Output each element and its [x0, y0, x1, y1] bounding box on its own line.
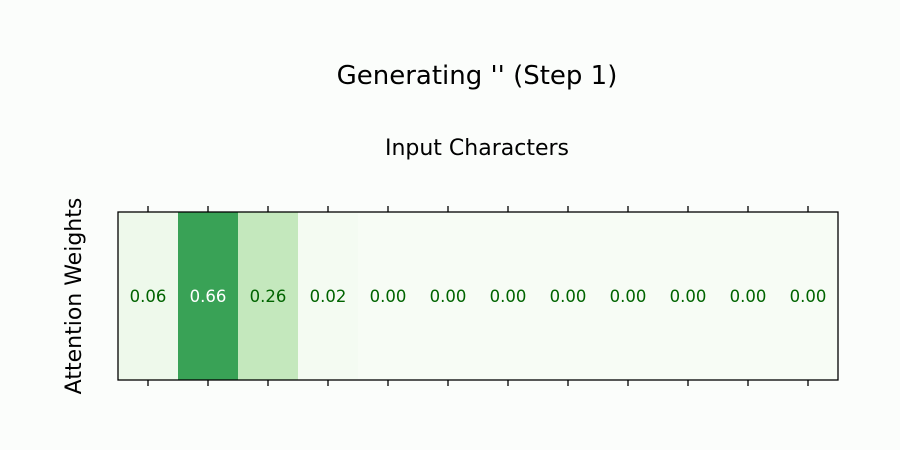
heatmap-value-label: 0.00: [550, 287, 587, 306]
heatmap-cell-9: [598, 212, 659, 380]
heatmap-cell-10: [658, 212, 719, 380]
heatmap-cell-12: [778, 212, 839, 380]
heatmap-value-label: 0.00: [610, 287, 647, 306]
heatmap-cell-11: [718, 212, 779, 380]
heatmap-value-label: 0.00: [730, 287, 767, 306]
axis-ticks: [147, 206, 809, 386]
heatmap-cell-6: [418, 212, 479, 380]
chart-title: Generating '' (Step 1): [337, 61, 618, 91]
heatmap-cells: 0.06 0.66 0.26 0.02 0.00 0.00 0.00 0.00 0.00 0.00…: [118, 212, 839, 380]
heatmap-cell-4: [298, 212, 359, 380]
heatmap-value-label: 0.00: [490, 287, 527, 306]
heatmap-value-label: 0.26: [250, 287, 287, 306]
plot-frame: [117, 211, 839, 381]
y-axis-label: Attention Weights: [62, 198, 87, 395]
heatmap-cell-2: [178, 212, 239, 380]
x-axis-label: Input Characters: [385, 136, 569, 161]
heatmap-value-label: 0.00: [430, 287, 467, 306]
heatmap-cell-8: [538, 212, 599, 380]
heatmap-value-label: 0.00: [670, 287, 707, 306]
heatmap-value-label: 0.00: [790, 287, 827, 306]
heatmap-value-label: 0.00: [370, 287, 407, 306]
heatmap-cell-5: [358, 212, 419, 380]
heatmap-value-label: 0.06: [130, 287, 167, 306]
heatmap-value-label: 0.66: [190, 287, 227, 306]
heatmap-cell-1: [118, 212, 179, 380]
heatmap-cell-7: [478, 212, 539, 380]
heatmap-value-label: 0.02: [310, 287, 347, 306]
heatmap-cell-3: [238, 212, 299, 380]
